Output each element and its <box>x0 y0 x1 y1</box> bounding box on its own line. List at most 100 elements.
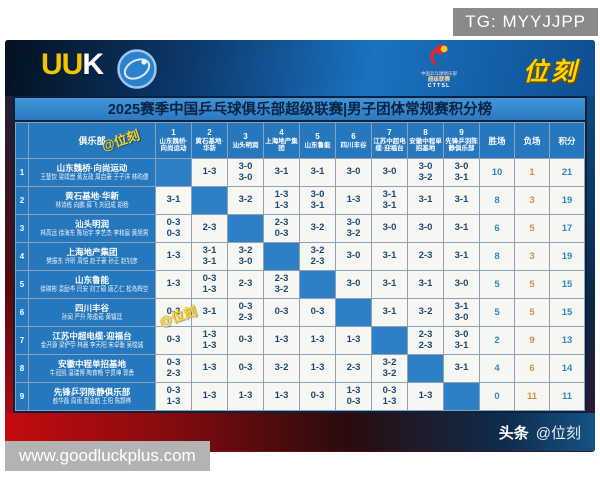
telegram-watermark-badge: TG: MYYJJPP <box>453 8 598 36</box>
score-line: 3-1 <box>166 194 181 206</box>
score-line: 3-2 <box>238 194 253 206</box>
score-line: 0-3 <box>238 300 253 312</box>
score-cell: 3-1 <box>407 186 444 215</box>
score-line: 0-3 <box>310 390 325 402</box>
score-cell: 0-3 1-3 <box>191 270 228 299</box>
score-line: 3-2 <box>310 222 325 234</box>
score-cell: 3-1 3-1 <box>371 186 408 215</box>
points-cell: 13 <box>549 326 585 355</box>
player-roster: 敖华磊 周雨 费凌航 王阳 陈颢桦 <box>52 397 132 405</box>
rank-cell: 2 <box>15 186 29 215</box>
score-line: 2-3 <box>274 272 289 284</box>
score-line: 3-2 <box>382 356 397 368</box>
club-column-header: 俱乐部 <box>28 122 156 159</box>
score-line: 0-3 <box>166 216 181 228</box>
points-cell: 14 <box>549 354 585 383</box>
score-cell: 0-3 0-3 <box>155 214 192 243</box>
score-line: 3-1 <box>454 339 469 351</box>
opponent-number: 8 <box>423 128 428 138</box>
wins-cell: 6 <box>479 214 515 243</box>
losses-cell: 11 <box>514 382 550 411</box>
rank-cell: 9 <box>15 382 29 411</box>
score-line: 1-3 <box>202 390 217 402</box>
team-name: 山东鲁能 <box>74 274 109 285</box>
score-cell: 1-3 <box>155 270 192 299</box>
points-cell: 19 <box>549 242 585 271</box>
table-row: 8 安徽中程单招基地 牛冠凯 温瑞博 陶育畅 宁贯坤 郭勇 0-3 2-3 1-3 0-3 3… <box>15 354 585 383</box>
opponent-number: 9 <box>459 128 464 138</box>
points-cell: 15 <box>549 270 585 299</box>
self-match-cell <box>191 186 228 215</box>
score-line: 2-3 <box>418 250 433 262</box>
score-line: 0-3 <box>166 384 181 396</box>
points-header: 积分 <box>549 122 585 159</box>
opponent-header-8: 8 安徽中程单招基地 <box>407 122 444 159</box>
score-line: 1-3 <box>418 390 433 402</box>
points-cell: 17 <box>549 214 585 243</box>
score-cell: 3-1 3-1 <box>191 242 228 271</box>
wins-cell: 5 <box>479 298 515 327</box>
score-cell: 1-3 <box>191 354 228 383</box>
score-line: 3-1 <box>418 278 433 290</box>
score-line: 1-3 <box>166 250 181 262</box>
score-line: 3-2 <box>238 244 253 256</box>
score-cell: 2-3 2-3 <box>407 326 444 355</box>
table-row: 2 黄石基地·华新 林诗栋 向鹏 薛飞 刘冠成 胡杨 3-1 3-2 1-3 1-3 3-0 3… <box>15 186 585 215</box>
opponent-name: 汕头明润 <box>232 141 259 149</box>
rank-cell: 8 <box>15 354 29 383</box>
score-cell: 3-0 <box>443 270 480 299</box>
score-line: 0-3 <box>166 227 181 239</box>
club-cell: 汕头明润 林高远 徐海东 陈垣宇 李艺杰 李和宸 黄旭男 <box>28 214 156 243</box>
opponent-number: 3 <box>243 131 248 141</box>
score-line: 0-3 <box>166 334 181 346</box>
opponent-header-5: 5 山东鲁能 <box>299 122 336 159</box>
score-cell: 3-1 <box>263 158 300 187</box>
score-cell: 1-3 <box>407 382 444 411</box>
score-cell: 3-1 <box>443 214 480 243</box>
score-cell: 0-3 <box>263 298 300 327</box>
table-row: 4 上海地产集团 樊振东 许昕 周恺 赵子豪 孙正 赵钊彦 1-3 3-1 3-1 3-2 3… <box>15 242 585 271</box>
points-cell: 15 <box>549 298 585 327</box>
opponent-number: 5 <box>315 131 320 141</box>
score-line: 0-3 <box>238 362 253 374</box>
club-cell: 山东魏桥·向尚运动 王楚钦 梁靖崑 黄友政 周启豪 于子洋 林昀儒 <box>28 158 156 187</box>
score-cell: 3-0 <box>335 270 372 299</box>
score-line: 3-1 <box>454 250 469 262</box>
score-line: 1-3 <box>310 362 325 374</box>
score-cell: 3-1 <box>443 186 480 215</box>
team-name: 汕头明润 <box>74 218 109 229</box>
score-line: 3-0 <box>382 166 397 178</box>
points-cell: 21 <box>549 158 585 187</box>
table-row: 7 江苏中超电缆·迎福台 金开源 梁俨苧 林晨 李天阳 宋卓衡 吴晙诚 0-3 1-3 1… <box>15 326 585 355</box>
opponent-header-6: 6 四川丰谷 <box>335 122 372 159</box>
wins-cell: 0 <box>479 382 515 411</box>
score-line: 1-3 <box>274 199 289 211</box>
score-cell: 3-1 <box>443 242 480 271</box>
score-cell: 1-3 <box>191 382 228 411</box>
opponent-name: 江苏中超电缆·迎福台 <box>373 137 406 153</box>
score-line: 3-1 <box>274 166 289 178</box>
table-tennis-association-logo-icon <box>117 49 157 94</box>
player-roster: 林诗栋 向鹏 薛飞 刘冠成 胡杨 <box>55 201 129 209</box>
score-cell: 0-3 <box>299 298 336 327</box>
opponent-name: 安徽中程单招基地 <box>409 137 442 153</box>
score-line: 3-0 <box>454 278 469 290</box>
score-line: 1-3 <box>238 390 253 402</box>
table-frame: 2025赛季中国乒乓球俱乐部超级联赛|男子团体常规赛积分榜 俱乐部 1 山东魏桥·向… <box>13 96 587 413</box>
losses-header: 负场 <box>514 122 550 159</box>
score-cell: 0-3 <box>155 326 192 355</box>
club-cell: 安徽中程单招基地 牛冠凯 温瑞博 陶育畅 宁贯坤 郭勇 <box>28 354 156 383</box>
score-line: 3-1 <box>454 362 469 374</box>
score-cell: 3-1 <box>371 298 408 327</box>
score-cell: 3-1 <box>155 186 192 215</box>
uuk-logo: UUK <box>41 48 104 82</box>
score-cell: 3-1 <box>407 270 444 299</box>
score-cell: 0-3 <box>227 354 264 383</box>
score-cell: 3-0 3-1 <box>443 326 480 355</box>
table-header-row: 俱乐部 1 山东魏桥·向尚运动 2 黄石基地·华新 3 汕头明润 4 上海地产集团 5 山东鲁能 6 四… <box>15 122 585 159</box>
score-line: 2-3 <box>418 339 433 351</box>
rank-cell: 6 <box>15 298 29 327</box>
cttsl-text-line3: CTTSL <box>427 82 451 89</box>
score-cell: 1-3 <box>263 382 300 411</box>
opponent-header-7: 7 江苏中超电缆·迎福台 <box>371 122 408 159</box>
